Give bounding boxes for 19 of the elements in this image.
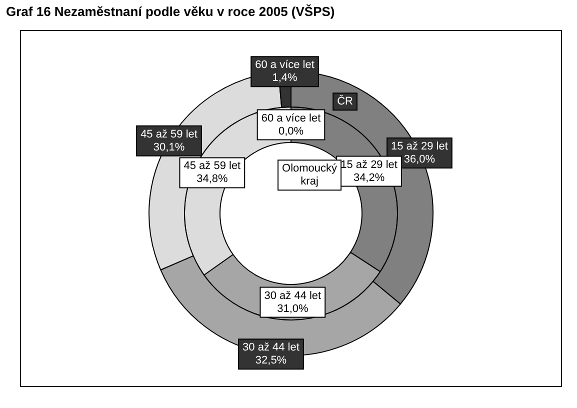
slice-label: 45 až 59 let (140, 128, 198, 140)
text: 0,0% (278, 125, 304, 138)
slice-label: 30 až 44 let (242, 342, 300, 354)
data-label: 34,2% (353, 172, 385, 184)
slice-label: ČR (337, 94, 354, 108)
data-label: 32,5% (255, 354, 287, 367)
data-label: 30,1% (153, 141, 185, 154)
slice-label: 15 až 29 let (391, 140, 448, 153)
slice-label: Olomoucký kraj (282, 162, 338, 188)
slice-label: 60 a více let (261, 112, 321, 124)
slice-label: 30 až 44 let (264, 290, 322, 302)
slice-label: 60 a více let (255, 59, 314, 72)
data-label: 34,8% (196, 173, 228, 186)
slice-label: 45 až 59 let (184, 160, 241, 172)
data-label: 1,4% (272, 72, 298, 84)
data-label: 31,0% (277, 302, 308, 315)
data-label: 36,0% (404, 154, 436, 166)
chart-title: Graf 16 Nezaměstnaní podle věku v roce 2005 (VŠPS) (6, 4, 335, 19)
slice-label: 15 až 29 let (340, 158, 398, 171)
